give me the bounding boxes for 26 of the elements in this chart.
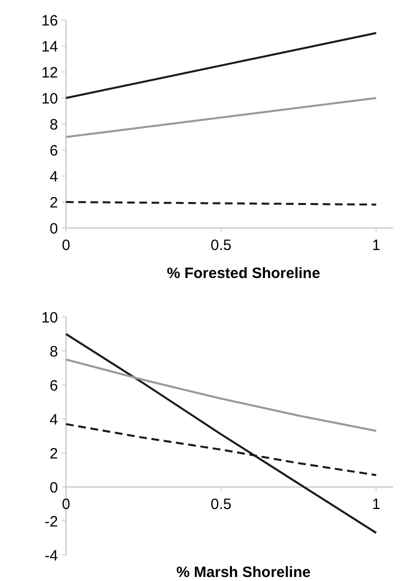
y-tick-label: -4	[44, 547, 58, 564]
y-tick-label: 2	[50, 194, 58, 212]
x-tick-label: 0.5	[210, 237, 232, 254]
y-tick-label: 2	[50, 445, 58, 462]
x-tick-label: 0	[62, 496, 70, 513]
y-tick-label: 6	[50, 377, 58, 394]
y-tick-label: 16	[41, 12, 58, 30]
y-tick-label: 14	[41, 38, 58, 56]
y-tick-label: 0	[50, 479, 58, 496]
y-tick-label: 8	[50, 116, 58, 134]
y-tick-label: 0	[50, 220, 58, 238]
x-tick-label: 0.5	[210, 496, 232, 513]
y-tick-label: 6	[50, 142, 58, 160]
y-tick-label: -2	[44, 513, 58, 530]
line-series	[65, 358, 378, 432]
x-axis-title: % Marsh Shoreline	[176, 564, 311, 581]
x-axis-title: % Forested Shoreline	[166, 265, 320, 282]
y-tick-label: 4	[50, 411, 58, 428]
x-tick-label: 1	[372, 496, 380, 513]
y-tick-label: 8	[50, 343, 58, 360]
y-tick-label: 4	[50, 168, 58, 186]
y-tick-label: 12	[41, 64, 58, 82]
y-tick-label: 10	[41, 309, 58, 326]
x-tick-label: 1	[372, 237, 380, 254]
y-tick-label: 10	[41, 90, 58, 108]
x-tick-label: 0	[62, 237, 70, 254]
